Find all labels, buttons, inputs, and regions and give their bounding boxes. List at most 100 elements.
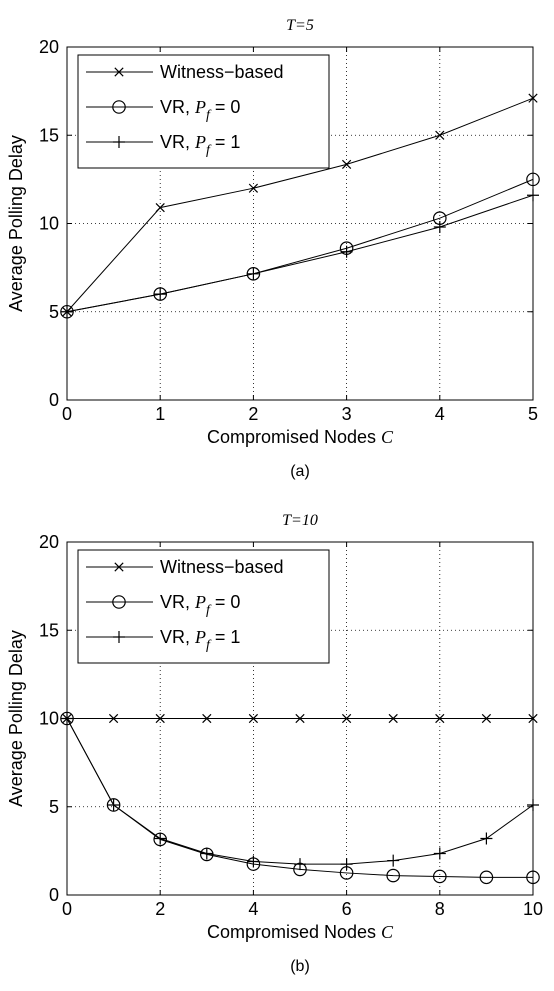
- chart-b-series-2: [60, 711, 540, 885]
- chart-a-xtick-label: 4: [435, 404, 445, 424]
- chart-b-series-1-point: [295, 713, 305, 724]
- chart-b-ylabel: Average Polling Delay: [6, 630, 26, 807]
- chart-b-legend: Witness−based VR, Pf = 0 VR, Pf = 1: [77, 549, 330, 664]
- chart-b-series-1-point: [435, 713, 445, 724]
- chart-panel-b: T=10 0 2 4 6 8 10 0 5 10 15 20 Compromised Nodes C Av…: [0, 495, 554, 990]
- chart-b-series-1-point: [248, 713, 259, 724]
- chart-b-series-3-point: [247, 855, 260, 868]
- chart-b-series-1-point: [388, 713, 398, 724]
- chart-b-legend-label-3: VR, Pf = 1: [160, 627, 240, 653]
- chart-b-ytick-label: 20: [39, 532, 59, 552]
- chart-b-legend-marker-3: [113, 631, 125, 643]
- chart-b-legend-label-1: Witness−based: [160, 557, 284, 577]
- chart-a-legend-label-1: Witness−based: [160, 62, 284, 82]
- chart-b-series-1-point: [528, 713, 538, 724]
- chart-b-series-3-point: [154, 832, 167, 845]
- chart-a-legend-label-3: VR, Pf = 1: [160, 132, 240, 158]
- chart-a-series-1: [62, 93, 538, 317]
- chart-a-series-3-point: [154, 288, 167, 301]
- chart-a-caption: (a): [290, 463, 310, 480]
- chart-b-series-2-line: [66, 718, 533, 878]
- chart-b-series-3-point: [340, 858, 353, 871]
- chart-b-series-1-point: [155, 713, 165, 724]
- chart-a-series-2-line: [66, 178, 534, 313]
- chart-a-series-3-point: [61, 305, 73, 318]
- chart-a-ytick-label: 15: [39, 125, 59, 145]
- chart-a-series-3-point: [433, 221, 446, 234]
- chart-a-legend-marker-3: [113, 136, 125, 148]
- chart-b-legend-marker-2: [112, 595, 126, 609]
- chart-b-xtick-label: 2: [155, 899, 165, 919]
- chart-b-series-2-point: [432, 869, 447, 884]
- chart-a-series-1-point: [248, 183, 259, 193]
- chart-b-legend-marker-1: [114, 562, 124, 572]
- chart-a-series-3-point: [527, 189, 539, 202]
- chart-b-series-2-point: [479, 870, 494, 885]
- chart-a-series-3-point: [247, 267, 260, 280]
- chart-a-series-2-point: [246, 267, 261, 281]
- chart-b-ytick-label: 0: [49, 885, 59, 905]
- chart-b-series-2-point: [526, 870, 540, 885]
- chart-b-ytick-label: 5: [49, 797, 59, 817]
- chart-a-xtick-label: 5: [528, 404, 538, 424]
- chart-b-xtick-label: 10: [523, 899, 543, 919]
- chart-a-series-1-point: [341, 159, 352, 169]
- chart-b-series-3-point: [107, 798, 120, 811]
- chart-b-legend-box: [77, 549, 330, 664]
- chart-a-series-2-point: [153, 287, 167, 301]
- chart-b-series-3-point: [294, 858, 306, 871]
- chart-a-series-3-line: [66, 194, 534, 313]
- chart-b-series-1: [62, 713, 538, 724]
- chart-a-ytick-label: 20: [39, 37, 59, 57]
- chart-a-series-3-point: [340, 245, 353, 258]
- chart-a-series-1-line: [66, 97, 534, 313]
- chart-a-ylabel: Average Polling Delay: [6, 135, 26, 312]
- chart-b-series-1-point: [202, 713, 212, 724]
- chart-a-series-2: [60, 172, 540, 319]
- chart-a-series-3: [61, 189, 539, 318]
- chart-a-legend-box: [77, 54, 330, 169]
- chart-b-title: T=10: [282, 512, 318, 529]
- chart-a-series-1-point: [528, 93, 538, 103]
- chart-a-xlabel: Compromised Nodes C: [207, 427, 394, 447]
- chart-a-ytick-label: 10: [39, 214, 59, 234]
- chart-a-xtick-label: 0: [62, 404, 72, 424]
- chart-a-legend-marker-2: [112, 100, 126, 114]
- chart-a-xtick-label: 1: [155, 404, 165, 424]
- chart-a-xtick-label: 2: [248, 404, 258, 424]
- chart-a-xtick-label: 3: [342, 404, 352, 424]
- chart-b-legend-label-2: VR, Pf = 0: [160, 592, 240, 618]
- chart-a-series-1-point: [155, 202, 165, 213]
- chart-b-series-3-point: [387, 854, 400, 867]
- chart-b-series-3-point: [480, 832, 493, 845]
- chart-a-title: T=5: [286, 17, 314, 34]
- chart-a-legend-label-2: VR, Pf = 0: [160, 97, 240, 123]
- chart-a-legend-marker-1: [114, 67, 124, 77]
- chart-b-series-2-point: [60, 711, 74, 726]
- chart-b-xtick-label: 8: [435, 899, 445, 919]
- chart-b-series-1-point: [108, 713, 119, 724]
- chart-a-series-2-point: [526, 172, 540, 187]
- chart-a-legend: Witness−based VR, Pf = 0 VR, Pf = 1: [77, 54, 330, 169]
- chart-b-series-2-point: [386, 868, 400, 883]
- chart-a-series-2-point: [60, 304, 74, 319]
- chart-b-series-3-line: [66, 718, 534, 865]
- chart-b-series-3: [61, 712, 539, 871]
- chart-b-caption: (b): [290, 958, 310, 975]
- chart-b-ytick-label: 10: [39, 709, 59, 729]
- chart-b-series-3-point: [200, 847, 213, 860]
- chart-a-svg: T=5 0 1 2 3 4 5 0 5 10 15 20 Compromised Nodes C Aver…: [6, 17, 540, 480]
- chart-b-series-3-point: [433, 847, 446, 860]
- chart-b-xtick-label: 6: [342, 899, 352, 919]
- chart-b-series-1-point: [481, 713, 492, 724]
- chart-b-xtick-label: 4: [248, 899, 258, 919]
- chart-a-ytick-label: 5: [49, 302, 59, 322]
- chart-a-series-1-point: [435, 130, 445, 140]
- chart-panel-a: T=5 0 1 2 3 4 5 0 5 10 15 20 Compromised Nodes C Aver…: [0, 0, 554, 495]
- chart-b-series-3-point: [61, 712, 73, 725]
- chart-b-xlabel: Compromised Nodes C: [207, 922, 394, 942]
- chart-b-series-2-point: [106, 798, 121, 812]
- chart-b-series-3-point: [527, 798, 539, 811]
- chart-b-ytick-label: 15: [39, 620, 59, 640]
- chart-b-xtick-label: 0: [62, 899, 72, 919]
